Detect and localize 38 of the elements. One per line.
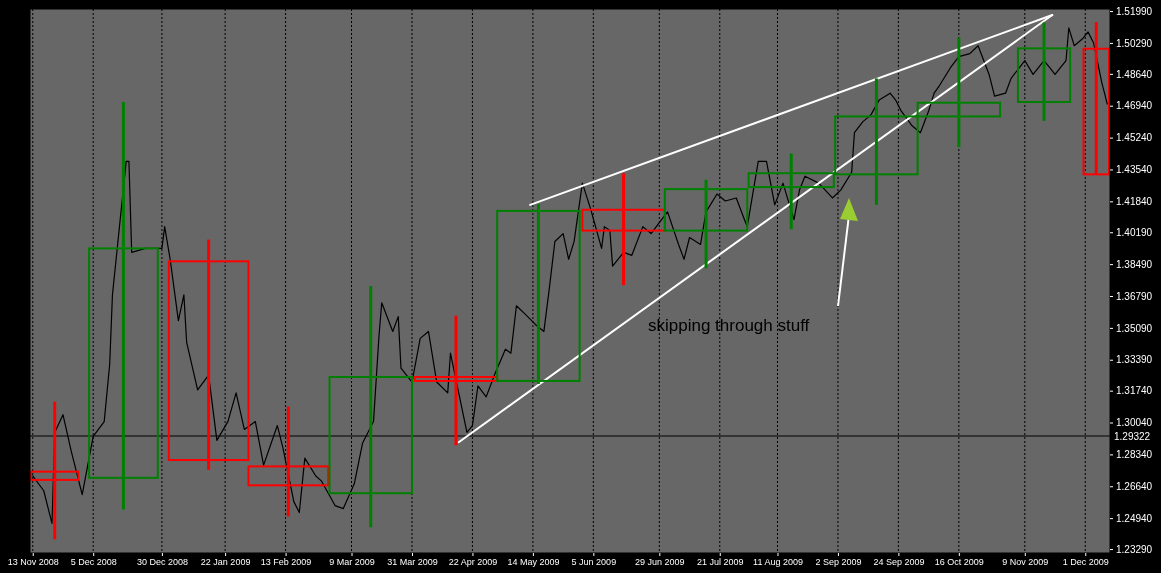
annotation: skipping through stuff <box>648 316 810 335</box>
y-tick-label: 1.46940 <box>1116 100 1153 112</box>
x-tick-label: 9 Nov 2009 <box>1002 557 1049 568</box>
x-tick-label: 2 Sep 2009 <box>815 557 862 568</box>
x-tick-label: 24 Sep 2009 <box>873 557 925 568</box>
y-tick-label: 1.38490 <box>1116 258 1153 270</box>
x-tick-label: 5 Dec 2008 <box>70 557 117 568</box>
y-tick-label: 1.26640 <box>1116 480 1153 492</box>
y-tick-label: 1.41840 <box>1116 196 1153 208</box>
ref-line-label: 1.29322 <box>1114 430 1151 442</box>
y-tick-label: 1.24940 <box>1116 512 1153 524</box>
y-tick-label: 1.40190 <box>1116 226 1153 238</box>
x-tick-label: 13 Feb 2009 <box>260 557 312 568</box>
y-tick-label: 1.43540 <box>1116 164 1153 176</box>
y-tick-label: 1.23290 <box>1116 543 1153 555</box>
x-tick-label: 30 Dec 2008 <box>136 557 188 568</box>
y-tick-label: 1.50290 <box>1116 37 1153 49</box>
x-tick-label: 5 Jun 2009 <box>571 557 617 568</box>
y-tick-label: 1.51990 <box>1116 5 1153 17</box>
x-tick-label: 16 Oct 2009 <box>934 557 984 568</box>
y-tick-label: 1.28340 <box>1116 449 1153 461</box>
x-tick-label: 31 Mar 2009 <box>387 557 438 568</box>
x-tick-label: 11 Aug 2009 <box>753 557 803 568</box>
y-tick-label: 1.30040 <box>1116 417 1153 429</box>
y-tick-label: 1.36790 <box>1116 290 1153 302</box>
x-tick-label: 22 Apr 2009 <box>448 557 498 568</box>
x-tick-label: 22 Jan 2009 <box>200 557 251 568</box>
x-tick-label: 13 Nov 2008 <box>7 557 59 568</box>
x-tick-label: 1 Dec 2009 <box>1062 557 1109 568</box>
y-tick-label: 1.35090 <box>1116 322 1153 334</box>
x-tick-label: 14 May 2009 <box>507 557 560 568</box>
y-tick-label: 1.33390 <box>1116 354 1153 366</box>
x-tick-label: 29 Jun 2009 <box>635 557 685 568</box>
x-tick-label: 9 Mar 2009 <box>329 557 375 568</box>
y-tick-label: 1.48640 <box>1116 68 1153 80</box>
y-tick-label: 1.45240 <box>1116 132 1153 144</box>
x-tick-label: 21 Jul 2009 <box>697 557 744 568</box>
y-tick-label: 1.31740 <box>1116 385 1153 397</box>
